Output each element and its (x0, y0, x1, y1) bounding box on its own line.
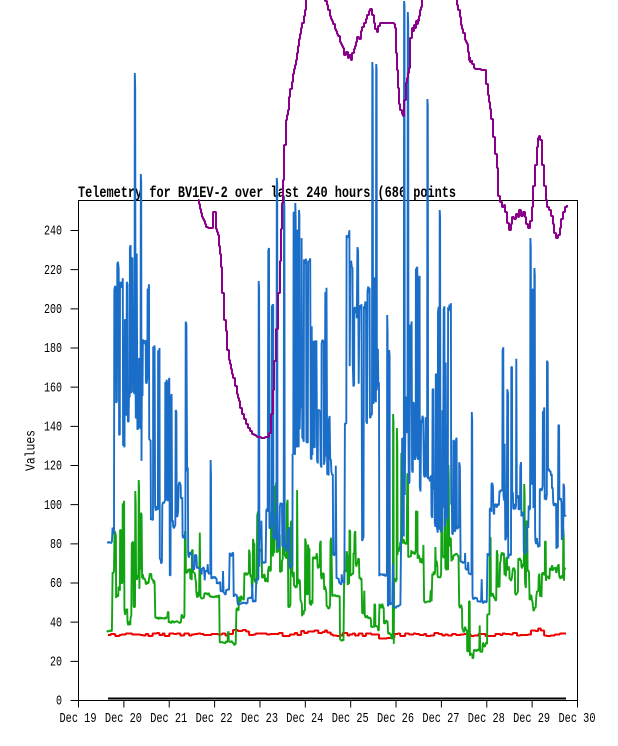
svg-text:Dec 23: Dec 23 (241, 711, 278, 726)
svg-text:180: 180 (44, 341, 62, 356)
svg-text:60: 60 (50, 576, 62, 591)
svg-text:Dec 21: Dec 21 (150, 711, 187, 726)
svg-text:Dec 22: Dec 22 (196, 711, 233, 726)
svg-text:Dec 25: Dec 25 (332, 711, 369, 726)
svg-text:100: 100 (44, 498, 62, 513)
svg-text:0: 0 (56, 694, 62, 709)
svg-text:Dec 24: Dec 24 (286, 711, 323, 726)
svg-text:Dec 26: Dec 26 (377, 711, 414, 726)
svg-text:Dec 30: Dec 30 (559, 711, 596, 726)
svg-text:240: 240 (44, 224, 62, 239)
svg-text:Dec 19: Dec 19 (60, 711, 97, 726)
svg-text:220: 220 (44, 263, 62, 278)
svg-text:160: 160 (44, 381, 62, 396)
svg-text:40: 40 (50, 616, 62, 631)
svg-text:Dec 29: Dec 29 (513, 711, 550, 726)
svg-text:200: 200 (44, 302, 62, 317)
svg-text:80: 80 (50, 537, 62, 552)
svg-text:Dec 28: Dec 28 (468, 711, 505, 726)
svg-text:Telemetry for BV1EV-2 over las: Telemetry for BV1EV-2 over last 240 hour… (78, 185, 456, 203)
svg-text:20: 20 (50, 655, 62, 670)
svg-text:120: 120 (44, 459, 62, 474)
svg-text:Dec 20: Dec 20 (105, 711, 142, 726)
svg-text:Dec 27: Dec 27 (422, 711, 459, 726)
svg-text:Values: Values (24, 430, 39, 471)
svg-text:140: 140 (44, 420, 62, 435)
